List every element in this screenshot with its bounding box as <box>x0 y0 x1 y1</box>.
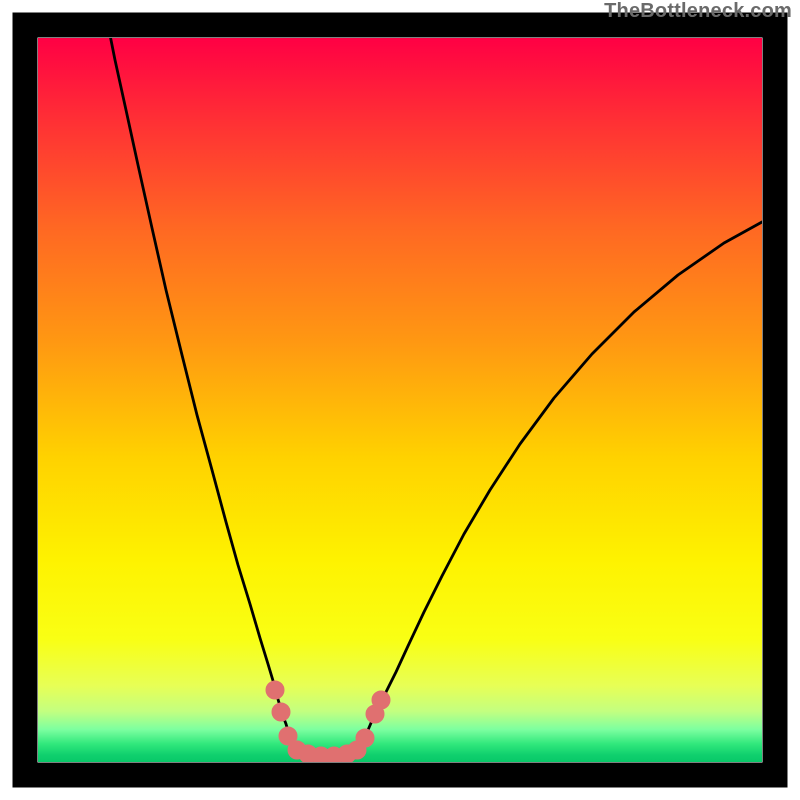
chart-svg <box>0 0 800 800</box>
marker-point <box>372 691 390 709</box>
marker-point <box>272 703 290 721</box>
marker-point <box>356 729 374 747</box>
chart-stage: TheBottleneck.com <box>0 0 800 800</box>
marker-point <box>266 681 284 699</box>
watermark-text: TheBottleneck.com <box>604 0 792 23</box>
gradient-background <box>38 38 762 762</box>
